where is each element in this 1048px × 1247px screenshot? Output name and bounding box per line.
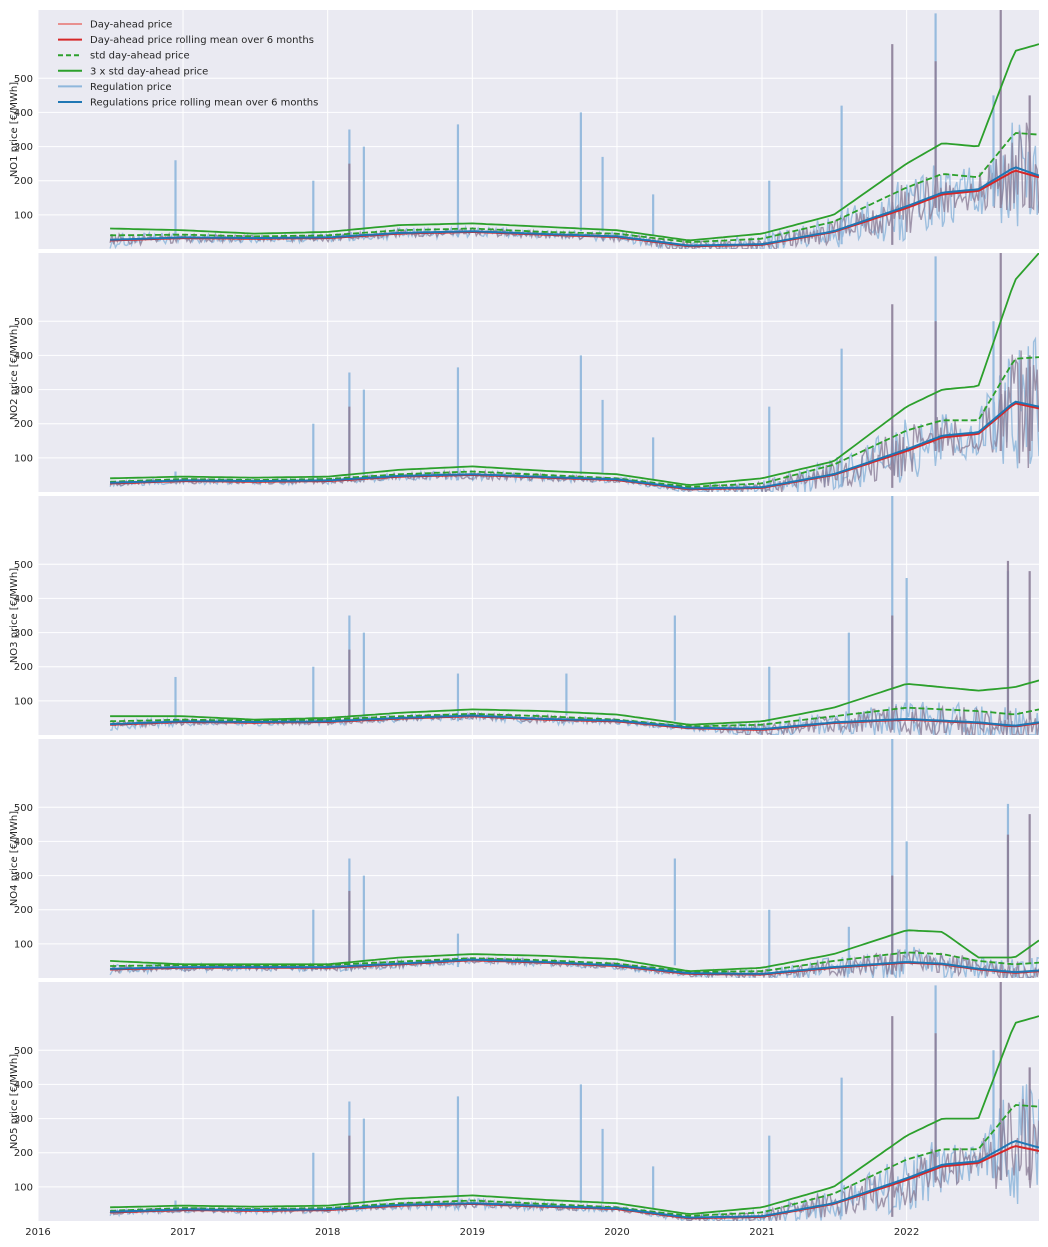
panel-data	[109, 982, 1039, 1221]
y-axis-label: NO1 price [€/MWh]	[9, 82, 20, 177]
y-axis-label: NO5 price [€/MWh]	[9, 1054, 20, 1149]
y-tick-label: 100	[14, 696, 33, 707]
legend-label: 3 x std day-ahead price	[90, 66, 208, 77]
panel-background	[38, 496, 1039, 735]
legend-label: Regulations price rolling mean over 6 mo…	[90, 98, 318, 109]
legend: Day-ahead price Day-ahead price rolling m…	[58, 20, 318, 109]
y-axis-label: NO3 price [€/MWh]	[9, 568, 20, 663]
regulation-rolling-mean-line	[110, 400, 1039, 490]
panel-data	[109, 496, 1039, 735]
y-tick-label: 100	[14, 210, 33, 221]
panel-data	[109, 10, 1039, 249]
x-tick-label: 2021	[749, 1227, 774, 1238]
x-tick-label: 2018	[315, 1227, 340, 1238]
y-tick-label: 400	[14, 108, 33, 119]
y-tick-label: 500	[14, 317, 33, 328]
x-tick-label: 2016	[25, 1227, 50, 1238]
y-tick-label: 300	[14, 871, 33, 882]
legend-label: Day-ahead price	[90, 20, 172, 31]
y-tick-label: 300	[14, 142, 33, 153]
std-day-ahead-line	[110, 1104, 1039, 1217]
panel-background	[38, 10, 1039, 249]
y-tick-label: 200	[14, 419, 33, 430]
std-day-ahead-line	[110, 356, 1039, 488]
y-tick-label: 100	[14, 939, 33, 950]
y-tick-label: 300	[14, 628, 33, 639]
y-axis-label: NO4 price [€/MWh]	[9, 811, 20, 906]
legend-label: Day-ahead price rolling mean over 6 mont…	[90, 35, 314, 46]
std-day-ahead-line	[110, 706, 1039, 728]
std3-day-ahead-line	[110, 43, 1039, 242]
legend-label: std day-ahead price	[90, 51, 190, 62]
std3-day-ahead-line	[110, 253, 1039, 486]
regulation-rolling-mean-line	[110, 1139, 1039, 1219]
regulation-rolling-mean-line	[110, 714, 1039, 731]
y-tick-label: 500	[14, 74, 33, 85]
y-axis-label: NO2 price [€/MWh]	[9, 325, 20, 420]
y-tick-label: 200	[14, 176, 33, 187]
std-day-ahead-line	[110, 132, 1039, 244]
y-tick-label: 200	[14, 905, 33, 916]
y-tick-label: 100	[14, 1182, 33, 1193]
y-tick-label: 200	[14, 1148, 33, 1159]
y-tick-label: 400	[14, 1080, 33, 1091]
x-tick-label: 2020	[604, 1227, 629, 1238]
std3-day-ahead-line	[110, 679, 1039, 726]
std-day-ahead-line	[110, 951, 1039, 973]
y-tick-label: 400	[14, 837, 33, 848]
regulation-rolling-mean-line	[110, 166, 1039, 247]
y-tick-label: 500	[14, 560, 33, 571]
legend-label: Regulation price	[90, 82, 171, 93]
y-tick-label: 500	[14, 803, 33, 814]
panel-background	[38, 739, 1039, 978]
x-axis: 2016 2017 2018 2019 2020 2021 2022	[25, 1227, 919, 1238]
x-tick-label: 2022	[894, 1227, 919, 1238]
regulation-rolling-mean-line	[110, 958, 1039, 975]
y-tick-label: 400	[14, 351, 33, 362]
y-tick-label: 100	[14, 453, 33, 464]
std3-day-ahead-line	[110, 1015, 1039, 1215]
x-tick-label: 2017	[170, 1227, 195, 1238]
y-tick-label: 300	[14, 385, 33, 396]
std3-day-ahead-line	[110, 929, 1039, 973]
panel-background	[38, 982, 1039, 1221]
y-tick-label: 400	[14, 594, 33, 605]
x-tick-label: 2019	[460, 1227, 485, 1238]
y-tick-label: 500	[14, 1046, 33, 1057]
panel-data	[109, 739, 1039, 978]
y-tick-label: 200	[14, 662, 33, 673]
y-tick-label: 300	[14, 1114, 33, 1125]
panel-data	[109, 253, 1039, 492]
